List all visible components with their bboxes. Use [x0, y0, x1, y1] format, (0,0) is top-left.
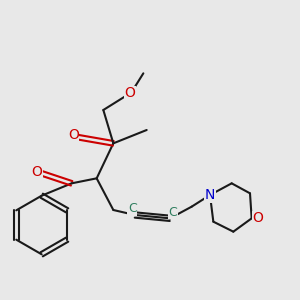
Text: N: N: [205, 188, 215, 202]
Text: O: O: [252, 211, 263, 225]
Text: C: C: [128, 202, 137, 215]
Text: O: O: [31, 165, 42, 179]
Text: O: O: [68, 128, 79, 142]
Text: C: C: [168, 206, 177, 219]
Text: O: O: [124, 86, 135, 100]
